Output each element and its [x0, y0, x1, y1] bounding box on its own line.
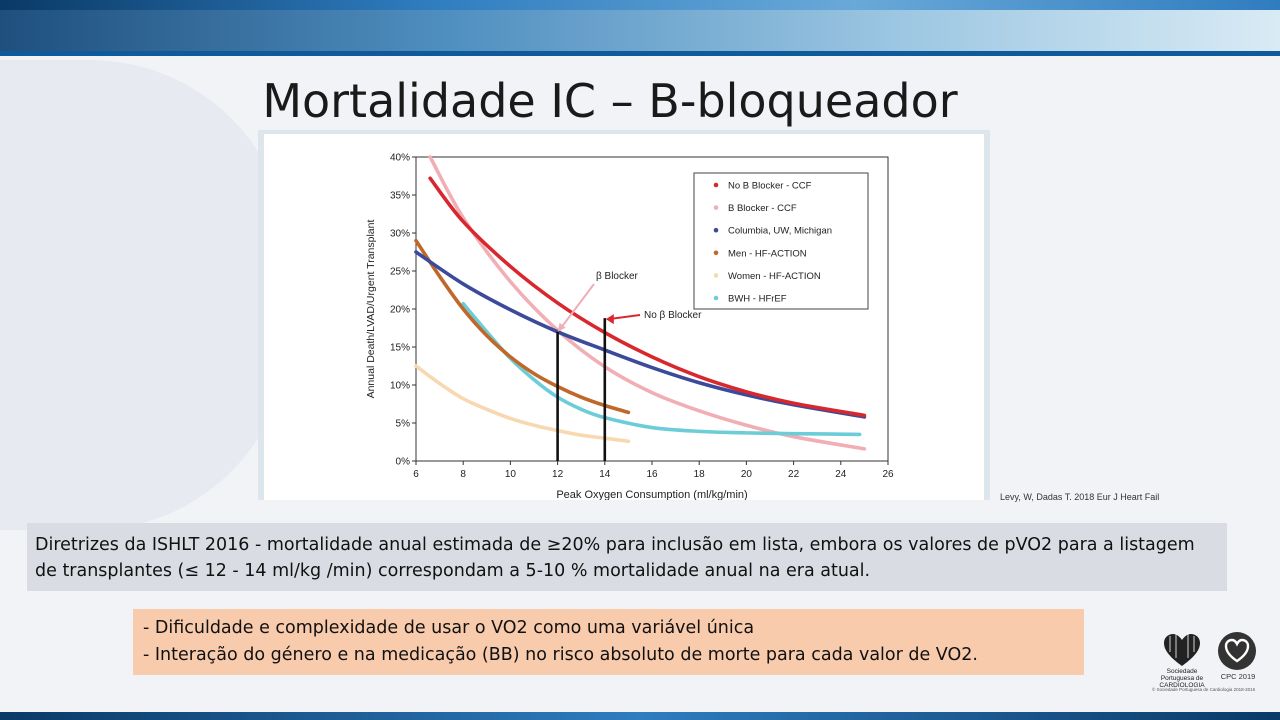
- legend-entry: Men - HF-ACTION: [728, 248, 807, 259]
- legend-box: [693, 172, 869, 310]
- x-tick-label: 16: [646, 469, 658, 480]
- x-tick-label: 6: [413, 469, 419, 480]
- x-tick-label: 14: [599, 469, 611, 480]
- legend-marker: [713, 227, 719, 233]
- legend-marker: [713, 205, 719, 210]
- annotation-label: No β Blocker: [644, 310, 702, 321]
- bullet-item: - Interação do género e na medicação (BB…: [143, 645, 978, 665]
- series-line: [414, 250, 867, 419]
- y-tick-label: 40%: [390, 153, 410, 164]
- y-tick-label: 10%: [390, 381, 410, 392]
- guideline-note: Diretrizes da ISHLT 2016 - mortalidade a…: [27, 523, 1227, 591]
- y-tick-label: 20%: [390, 305, 410, 316]
- banner-stripe: [0, 0, 1280, 10]
- spc-logo-text: Sociedade Portuguesa de CARDIOLOGIA: [1159, 668, 1205, 689]
- y-tick-label: 35%: [390, 191, 410, 202]
- x-tick-label: 24: [835, 469, 847, 480]
- y-tick-label: 0%: [396, 457, 411, 468]
- x-tick-label: 22: [788, 469, 800, 480]
- y-axis-label: Annual Death/LVAD/Urgent Transplant: [365, 220, 377, 399]
- legend-marker: [713, 182, 719, 188]
- slide-title: Mortalidade IC – B-bloqueador: [262, 74, 958, 128]
- x-tick-label: 20: [741, 469, 753, 480]
- cpc-logo-text: CPC 2019: [1220, 672, 1256, 681]
- annotation-label: β Blocker: [596, 271, 639, 282]
- bullet-list: - Dificuldade e complexidade de usar o V…: [133, 609, 1084, 675]
- spc-logo: Sociedade Portuguesa de CARDIOLOGIA: [1152, 632, 1222, 692]
- series-line: [414, 238, 631, 415]
- annotation-arrowhead: [605, 314, 614, 325]
- legend-entry: BWH - HFrEF: [728, 294, 787, 305]
- series-line: [428, 176, 867, 418]
- x-tick-label: 26: [882, 469, 894, 480]
- y-tick-label: 5%: [396, 419, 411, 430]
- cpc-circle-icon: [1218, 632, 1256, 670]
- legend-marker: [713, 250, 719, 256]
- x-tick-label: 12: [552, 469, 564, 480]
- legend-entry: B Blocker - CCF: [728, 203, 797, 214]
- x-tick-label: 8: [460, 469, 466, 480]
- annotation-arrowhead: [557, 322, 566, 332]
- footer-note: © Sociedade Portuguesa de Cardiologia 20…: [1152, 687, 1256, 692]
- legend-marker: [713, 295, 719, 301]
- background-heart-shape: [0, 60, 290, 530]
- cpc-logo: CPC 2019: [1212, 632, 1264, 692]
- bullet-item: - Dificuldade e complexidade de usar o V…: [143, 618, 755, 638]
- legend-entry: No B Blocker - CCF: [728, 181, 812, 192]
- chart-panel: 6 8 10 12 14 16 18 20 22 24 26 0% 5% 10% 15% 20% 25% 30% 3…: [258, 130, 990, 500]
- series-line: [414, 364, 631, 444]
- y-tick-label: 15%: [390, 343, 410, 354]
- y-tick-label: 30%: [390, 229, 410, 240]
- line-chart: 6 8 10 12 14 16 18 20 22 24 26 0% 5% 10% 15% 20% 25% 30% 3…: [365, 153, 894, 501]
- heart-logo-icon: [1164, 634, 1200, 666]
- x-axis-label: Peak Oxygen Consumption (ml/kg/min): [556, 489, 747, 500]
- y-tick-label: 25%: [390, 267, 410, 278]
- annotation-arrow: [608, 314, 641, 321]
- x-tick-label: 10: [505, 469, 517, 480]
- bottom-banner: [0, 712, 1280, 720]
- citation: Levy, W, Dadas T. 2018 Eur J Heart Fail: [1000, 492, 1160, 502]
- legend-entry: Columbia, UW, Michigan: [728, 226, 832, 237]
- annotation-arrow: [558, 283, 595, 331]
- legend-entry: Women - HF-ACTION: [728, 271, 821, 282]
- x-tick-label: 18: [694, 469, 706, 480]
- legend-marker: [713, 273, 719, 278]
- top-banner: [0, 0, 1280, 56]
